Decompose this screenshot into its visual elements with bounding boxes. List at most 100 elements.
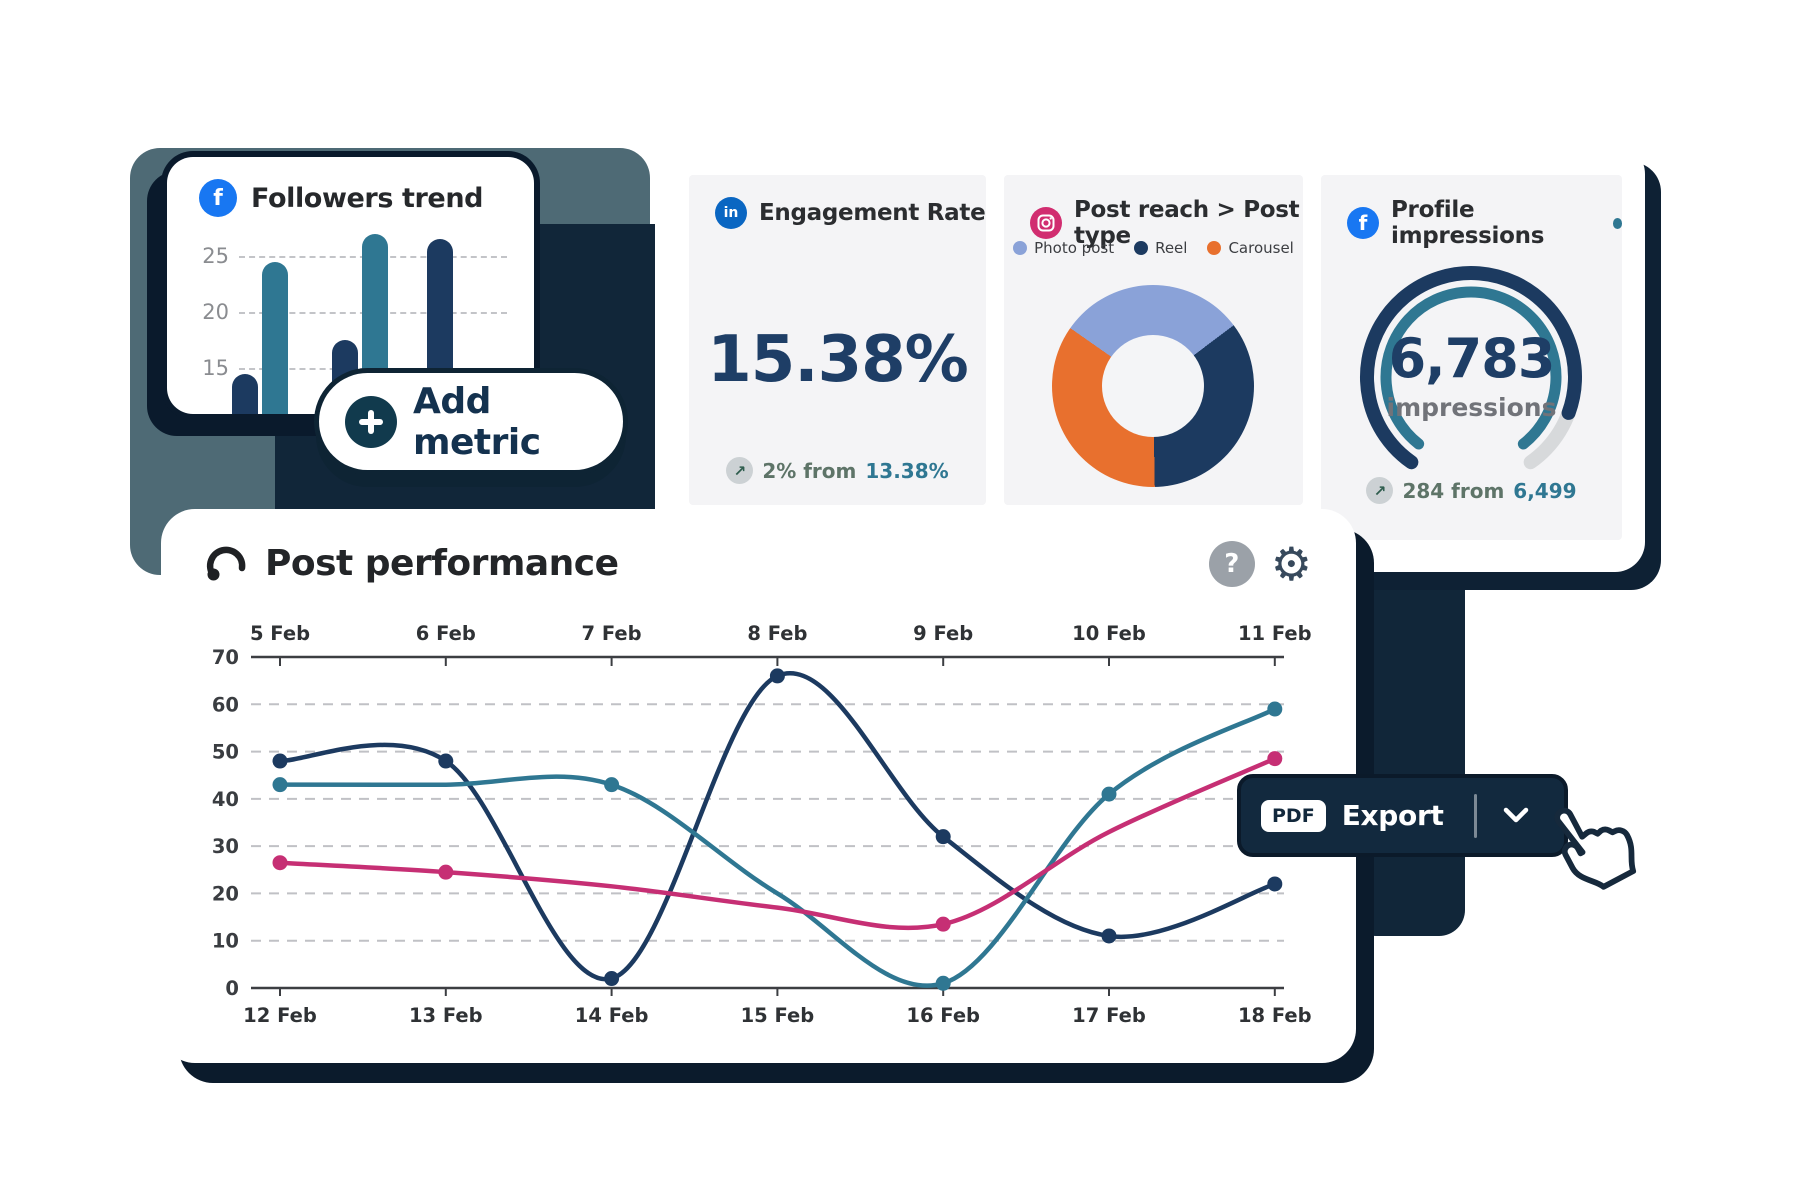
followers-card-title: Followers trend [251, 182, 484, 214]
bar [262, 261, 288, 414]
followers-card-header: f Followers trend [199, 179, 483, 217]
top-axis-label: 7 Feb [582, 622, 642, 645]
engagement-change-text: 2% from [762, 458, 857, 483]
engagement-change-row: ↗ 2% from 13.38% [689, 457, 986, 484]
facebook-icon: f [1347, 207, 1379, 239]
series-navy-point [272, 753, 288, 769]
y-axis-label: 25 [202, 244, 229, 268]
gauge-arcs [1360, 266, 1582, 470]
series-teal-point [272, 777, 288, 793]
facebook-icon: f [199, 179, 237, 217]
engagement-rate-tile: in Engagement Rate 15.38% ↗ 2% from 13.3… [689, 175, 986, 505]
legend-item-reel: Reel [1134, 239, 1187, 257]
y-axis-label: 20 [212, 882, 239, 905]
impressions-change-row: ↗ 284 from 6,499 [1321, 477, 1622, 504]
pdf-badge: PDF [1261, 799, 1326, 832]
impressions-gauge [1339, 255, 1604, 485]
legend-label: Reel [1155, 239, 1188, 257]
post-reach-tile: Post reach > Post type Photo post Reel C… [1004, 175, 1303, 505]
impressions-unit: impressions [1386, 393, 1557, 422]
engagement-change-value: 13.38% [865, 458, 949, 483]
gear-icon[interactable]: ⚙ [1270, 537, 1312, 591]
series-navy-line [277, 671, 1278, 982]
bottom-axis-label: 12 Feb [243, 1004, 317, 1027]
y-axis-label: 70 [212, 646, 239, 669]
widgets-card: in Engagement Rate 15.38% ↗ 2% from 13.3… [655, 144, 1645, 572]
profile-impressions-tile: f Profile impressions 6,783 impressions … [1321, 175, 1622, 540]
y-axis-label: 10 [212, 930, 239, 953]
y-axis-label: 60 [212, 693, 239, 716]
impressions-change-value: 6,499 [1513, 478, 1577, 503]
followers-trend-card: 25 20 15 f Followers trend [167, 157, 534, 414]
post-reach-title: Post reach > Post type [1074, 197, 1300, 249]
series-navy-point [769, 668, 785, 684]
post-performance-actions: ? ⚙ [1208, 537, 1312, 591]
teal-dot-icon [1612, 217, 1622, 229]
legend-item-carousel: Carousel [1207, 239, 1294, 257]
series-navy-point [1267, 876, 1283, 892]
series-teal-point [935, 975, 951, 991]
post-performance-card: 70 60 50 40 30 20 10 0 5 Feb 6 Feb 7 Feb 8 Feb 9 Feb… [161, 509, 1356, 1063]
post-performance-title: Post performance [265, 543, 619, 584]
top-axis-label: 11 Feb [1238, 622, 1312, 645]
top-axis-label: 9 Feb [913, 622, 973, 645]
export-button[interactable]: PDF Export [1237, 774, 1568, 857]
top-axis-label: 6 Feb [416, 622, 476, 645]
donut-legend: Photo post Reel Carousel [1004, 239, 1303, 257]
swoosh-logo-icon [206, 546, 246, 580]
arrow-up-right-icon: ↗ [1366, 477, 1394, 504]
y-axis-label: 30 [212, 835, 239, 858]
arrow-up-right-icon: ↗ [726, 457, 754, 484]
gauge-arc [1380, 286, 1562, 450]
engagement-header: in Engagement Rate [715, 197, 986, 229]
bottom-axis-label: 17 Feb [1072, 1004, 1146, 1027]
series-pink-point [272, 855, 288, 871]
bottom-axis-label: 16 Feb [906, 1004, 980, 1027]
y-axis-label: 20 [202, 300, 229, 324]
series-navy-point [438, 753, 454, 769]
chevron-down-icon[interactable] [1503, 807, 1529, 825]
top-axis-label: 10 Feb [1072, 622, 1146, 645]
linkedin-icon: in [715, 197, 747, 229]
engagement-value: 15.38% [707, 323, 969, 397]
post-reach-header: Post reach > Post type [1030, 197, 1303, 249]
donut-chart [1052, 285, 1254, 487]
series-navy-point [935, 829, 951, 845]
legend-label: Photo post [1034, 239, 1115, 257]
series-teal-point [1101, 786, 1117, 802]
y-axis-label: 0 [225, 977, 239, 1000]
legend-dot [1013, 241, 1028, 255]
hand-cursor-icon [1554, 807, 1637, 890]
divider [1473, 793, 1477, 838]
series-pink-point [438, 864, 454, 880]
export-label: Export [1341, 799, 1444, 832]
top-axis-label: 5 Feb [250, 622, 310, 645]
bottom-axis-label: 15 Feb [741, 1004, 815, 1027]
instagram-icon [1030, 207, 1062, 239]
legend-dot [1134, 241, 1149, 255]
engagement-title: Engagement Rate [759, 200, 986, 226]
y-axis-label: 15 [202, 356, 229, 380]
post-performance-chart: 70 60 50 40 30 20 10 0 5 Feb 6 Feb 7 Feb 8 Feb 9 Feb… [212, 622, 1312, 1027]
impressions-title: Profile impressions [1391, 197, 1545, 249]
y-axis-label: 40 [212, 788, 239, 811]
series-teal-point [604, 777, 620, 793]
series-navy-point [604, 971, 620, 987]
add-metric-label: Add metric [413, 380, 541, 463]
series-pink-point [1267, 751, 1283, 767]
gauge-arc [1360, 266, 1582, 470]
bar [232, 373, 258, 414]
series-navy-point [1101, 928, 1117, 944]
series-teal-point [1267, 701, 1283, 717]
legend-dot [1207, 241, 1222, 255]
impressions-change-text: 284 from [1402, 478, 1505, 503]
plus-icon [345, 395, 397, 448]
legend-label: Carousel [1228, 239, 1294, 257]
bottom-axis-label: 18 Feb [1238, 1004, 1312, 1027]
add-metric-button[interactable]: Add metric [319, 373, 623, 470]
help-icon[interactable]: ? [1208, 541, 1255, 587]
donut-hole [1102, 335, 1204, 437]
post-performance-header: Post performance [205, 543, 619, 584]
bottom-axis-label: 14 Feb [575, 1004, 649, 1027]
